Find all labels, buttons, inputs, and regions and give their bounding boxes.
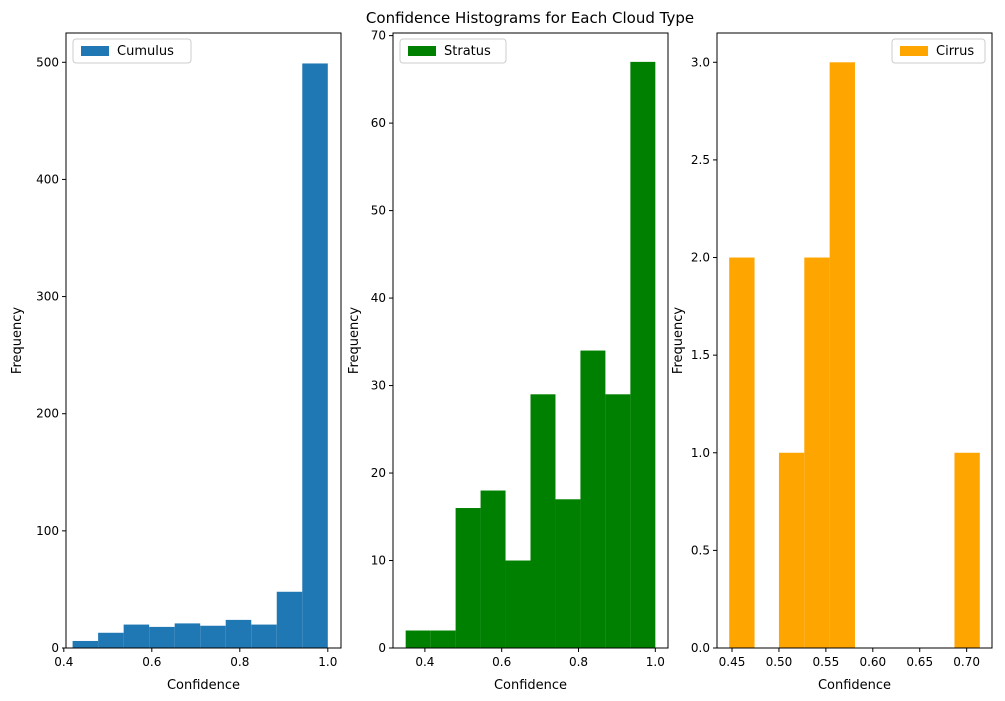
y-tick-label: 0	[51, 641, 59, 655]
histogram-bar	[455, 508, 481, 648]
y-tick-label: 3.0	[691, 55, 710, 69]
histogram-bar	[98, 632, 124, 648]
histogram-bar	[729, 257, 755, 648]
y-tick-label: 0.5	[691, 543, 710, 557]
x-tick-label: 0.8	[230, 655, 249, 669]
legend-swatch	[900, 46, 928, 56]
histogram-bar	[555, 499, 581, 648]
x-tick-label: 0.6	[492, 655, 511, 669]
histogram-bar	[251, 624, 277, 648]
histogram-bar	[505, 560, 531, 648]
histogram-bar	[530, 394, 556, 648]
x-tick-label: 1.0	[318, 655, 337, 669]
histogram-bar	[225, 619, 252, 648]
y-tick-label: 1.0	[691, 446, 710, 460]
figure-title: Confidence Histograms for Each Cloud Typ…	[366, 9, 694, 27]
x-tick-label: 1.0	[646, 655, 665, 669]
x-tick-label: 0.55	[813, 655, 840, 669]
y-tick-label: 300	[36, 290, 59, 304]
y-tick-label: 500	[36, 55, 59, 69]
legend-label: Cumulus	[117, 44, 174, 59]
legend-label: Stratus	[444, 44, 491, 59]
y-tick-label: 0	[378, 641, 386, 655]
legend-swatch	[81, 46, 109, 56]
histogram-bar	[149, 626, 175, 648]
y-axis-label: Frequency	[347, 307, 362, 374]
y-tick-label: 1.5	[691, 348, 710, 362]
y-tick-label: 30	[371, 379, 386, 393]
y-tick-label: 2.0	[691, 251, 710, 265]
histogram-bar	[630, 61, 656, 649]
x-tick-label: 0.4	[415, 655, 434, 669]
y-axis: 0 10 20 30 40 50 60 70	[371, 29, 393, 655]
x-tick-label: 0.45	[719, 655, 746, 669]
histogram-bar	[829, 62, 855, 649]
legend: Cumulus	[72, 38, 192, 64]
x-axis-label: Confidence	[494, 678, 567, 693]
legend-box	[891, 38, 986, 64]
x-axis: 0.4 0.6 0.8 1.0	[54, 648, 337, 669]
x-tick-label: 0.70	[953, 655, 980, 669]
x-tick-label: 0.6	[142, 655, 161, 669]
y-tick-label: 50	[371, 204, 386, 218]
histogram-bars	[729, 62, 980, 649]
legend-swatch	[408, 46, 436, 56]
x-axis-label: Confidence	[818, 678, 891, 693]
legend-label: Cirrus	[936, 44, 974, 59]
x-tick-label: 0.50	[766, 655, 793, 669]
y-tick-label: 20	[371, 466, 386, 480]
histogram-bar	[302, 63, 328, 648]
y-tick-label: 40	[371, 291, 386, 305]
x-axis-label: Confidence	[167, 678, 240, 693]
x-axis: 0.45 0.50 0.55 0.60 0.65 0.70	[719, 648, 980, 669]
legend: Stratus	[399, 38, 507, 64]
y-tick-label: 60	[371, 116, 386, 130]
y-tick-label: 2.5	[691, 153, 710, 167]
histogram-bar	[430, 630, 456, 648]
y-axis-label: Frequency	[10, 307, 25, 374]
y-tick-label: 100	[36, 524, 59, 538]
histogram-bar	[778, 452, 805, 648]
x-tick-label: 0.60	[859, 655, 886, 669]
stratus-histogram-panel: 0.4 0.6 0.8 1.0 0 10 20 30 40 50 60 70 Confidence Fre…	[347, 29, 669, 693]
y-axis: 0.0 0.5 1.0 1.5 2.0 2.5 3.0	[691, 55, 717, 655]
y-tick-label: 200	[36, 407, 59, 421]
legend-box	[72, 38, 192, 64]
cumulus-histogram-panel: 0.4 0.6 0.8 1.0 0 100 200 300 400 500 Confidence Fr…	[10, 32, 342, 693]
axes-frame	[392, 32, 669, 649]
histogram-bars	[405, 61, 656, 649]
cirrus-histogram-panel: 0.45 0.50 0.55 0.60 0.65 0.70 0.0 0.5 1.0 1.5 2.0 2…	[671, 32, 993, 693]
axes-frame	[65, 32, 342, 649]
y-axis: 0 100 200 300 400 500	[36, 55, 66, 655]
y-axis-label: Frequency	[671, 307, 686, 374]
histogram-bars	[72, 63, 328, 648]
histogram-bar	[405, 630, 431, 648]
histogram-bar	[72, 640, 99, 648]
axes-frame	[716, 32, 993, 649]
legend-box	[399, 38, 507, 64]
y-tick-label: 0.0	[691, 641, 710, 655]
histogram-bar	[804, 257, 830, 648]
histogram-bar	[200, 625, 226, 648]
histogram-bar	[580, 350, 606, 648]
x-tick-label: 0.4	[54, 655, 73, 669]
histogram-bar	[954, 452, 980, 648]
histogram-bar	[123, 624, 150, 648]
legend: Cirrus	[891, 38, 986, 64]
y-tick-label: 10	[371, 554, 386, 568]
histogram-bar	[605, 394, 631, 648]
x-tick-label: 0.8	[569, 655, 588, 669]
x-axis: 0.4 0.6 0.8 1.0	[415, 648, 665, 669]
histogram-bar	[480, 490, 506, 648]
y-tick-label: 400	[36, 172, 59, 186]
histogram-bar	[276, 591, 303, 648]
x-tick-label: 0.65	[906, 655, 933, 669]
y-tick-label: 70	[371, 29, 386, 43]
histogram-bar	[174, 623, 201, 648]
